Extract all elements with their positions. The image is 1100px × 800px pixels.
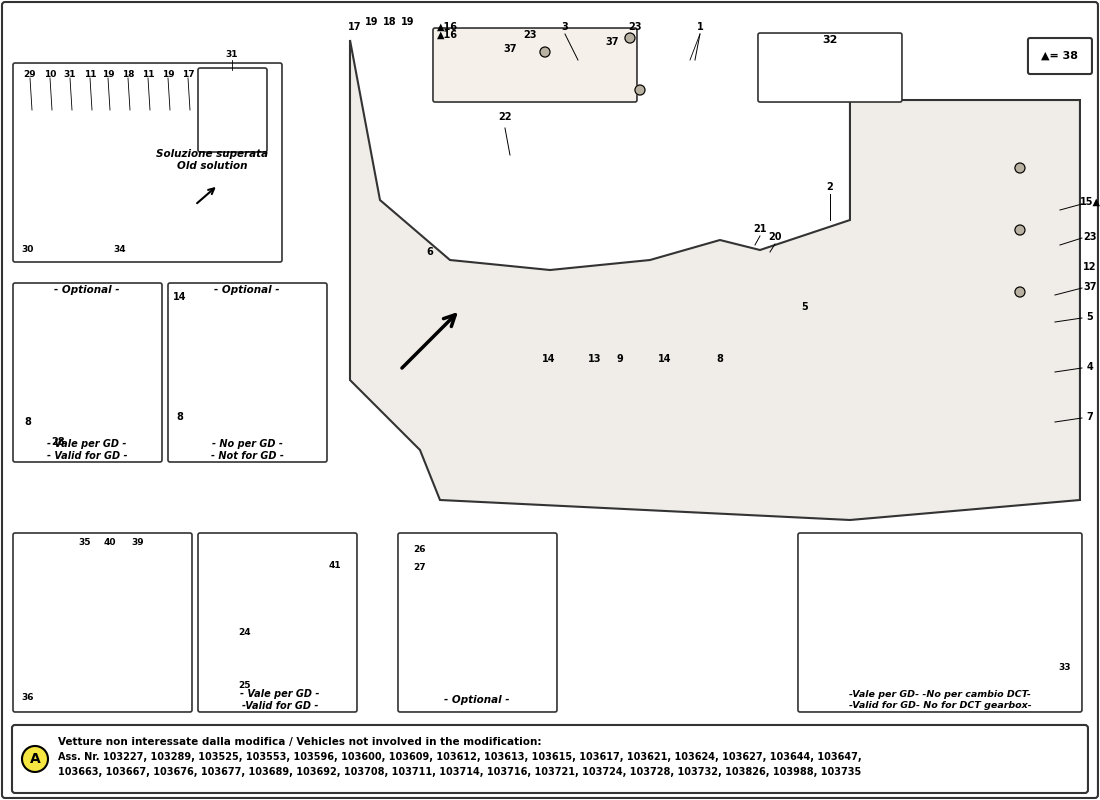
Text: 35: 35 [79, 538, 91, 547]
Text: 7: 7 [1087, 412, 1093, 422]
Text: 23: 23 [628, 22, 641, 32]
Circle shape [625, 33, 635, 43]
Text: 37: 37 [605, 37, 618, 47]
Text: 27: 27 [414, 563, 427, 572]
Text: 24: 24 [239, 628, 251, 637]
Text: 23: 23 [524, 30, 537, 40]
Circle shape [22, 746, 48, 772]
Text: 22: 22 [498, 112, 512, 122]
FancyBboxPatch shape [798, 533, 1082, 712]
Circle shape [1015, 225, 1025, 235]
Text: 17: 17 [349, 22, 362, 32]
Text: 9: 9 [617, 354, 624, 364]
Text: 33: 33 [1058, 663, 1071, 672]
Text: 8: 8 [716, 354, 724, 364]
Text: 5: 5 [802, 302, 808, 312]
Text: 18: 18 [383, 17, 397, 27]
Text: A: A [30, 752, 41, 766]
Text: 36: 36 [22, 693, 34, 702]
Text: 19: 19 [162, 70, 174, 78]
Text: 37: 37 [1084, 282, 1097, 292]
Text: 8: 8 [24, 417, 32, 427]
FancyBboxPatch shape [12, 725, 1088, 793]
Text: 2: 2 [826, 182, 834, 192]
Text: ▲16: ▲16 [437, 30, 458, 40]
Text: 32: 32 [823, 35, 837, 45]
Text: 15▲: 15▲ [1079, 197, 1100, 207]
Text: 23: 23 [1084, 232, 1097, 242]
Circle shape [1015, 163, 1025, 173]
Circle shape [1015, 287, 1025, 297]
FancyBboxPatch shape [1028, 38, 1092, 74]
Text: 28: 28 [52, 437, 65, 447]
FancyBboxPatch shape [13, 533, 192, 712]
Text: 19: 19 [402, 17, 415, 27]
Polygon shape [350, 40, 1080, 520]
Text: 19: 19 [365, 17, 378, 27]
Text: 20: 20 [768, 232, 782, 242]
Text: 29: 29 [24, 70, 36, 78]
Text: 34: 34 [113, 245, 127, 254]
Circle shape [540, 47, 550, 57]
Text: 103663, 103667, 103676, 103677, 103689, 103692, 103708, 103711, 103714, 103716, : 103663, 103667, 103676, 103677, 103689, … [58, 767, 861, 777]
Circle shape [635, 85, 645, 95]
Text: 19: 19 [101, 70, 114, 78]
Text: 41: 41 [329, 561, 341, 570]
Text: 1: 1 [696, 22, 703, 32]
Text: 25: 25 [239, 681, 251, 690]
Text: 11: 11 [142, 70, 154, 78]
FancyBboxPatch shape [398, 533, 557, 712]
Text: - Optional -: - Optional - [214, 285, 279, 295]
Text: 31: 31 [64, 70, 76, 78]
Text: 5: 5 [1087, 312, 1093, 322]
Text: ▲= 38: ▲= 38 [1042, 51, 1078, 61]
Text: - Vale per GD -
- Valid for GD -: - Vale per GD - - Valid for GD - [46, 439, 128, 461]
Text: Ass. Nr. 103227, 103289, 103525, 103553, 103596, 103600, 103609, 103612, 103613,: Ass. Nr. 103227, 103289, 103525, 103553,… [58, 752, 861, 762]
Text: Soluzione superata
Old solution: Soluzione superata Old solution [156, 150, 268, 171]
FancyBboxPatch shape [13, 283, 162, 462]
Text: 8: 8 [177, 412, 184, 422]
Text: 14: 14 [542, 354, 556, 364]
Text: - Vale per GD -
-Valid for GD -: - Vale per GD - -Valid for GD - [240, 689, 320, 710]
Text: 11: 11 [84, 70, 96, 78]
Text: 12: 12 [1084, 262, 1097, 272]
Text: - Optional -: - Optional - [444, 695, 509, 705]
Text: 14: 14 [658, 354, 672, 364]
FancyBboxPatch shape [433, 28, 637, 102]
Text: 18: 18 [122, 70, 134, 78]
FancyBboxPatch shape [198, 68, 267, 152]
Text: 30: 30 [22, 245, 34, 254]
Text: 4: 4 [1087, 362, 1093, 372]
Text: Vetture non interessate dalla modifica / Vehicles not involved in the modificati: Vetture non interessate dalla modifica /… [58, 737, 541, 747]
Text: 3: 3 [562, 22, 569, 32]
Text: 6: 6 [427, 247, 433, 257]
FancyBboxPatch shape [758, 33, 902, 102]
Text: 26: 26 [414, 545, 426, 554]
Text: 37: 37 [503, 44, 517, 54]
Text: 21: 21 [754, 224, 767, 234]
Text: - Optional -: - Optional - [54, 285, 120, 295]
Text: -Vale per GD- -No per cambio DCT-
-Valid for GD- No for DCT gearbox-: -Vale per GD- -No per cambio DCT- -Valid… [848, 690, 1032, 710]
Text: 13: 13 [588, 354, 602, 364]
Text: - No per GD -
- Not for GD -: - No per GD - - Not for GD - [210, 439, 284, 461]
Text: 31: 31 [226, 50, 239, 59]
FancyBboxPatch shape [168, 283, 327, 462]
Text: 40: 40 [103, 538, 117, 547]
Text: 14: 14 [173, 292, 187, 302]
Text: automoti
parts: automoti parts [365, 296, 735, 445]
Text: 39: 39 [132, 538, 144, 547]
Text: 17: 17 [182, 70, 195, 78]
Text: 10: 10 [44, 70, 56, 78]
Text: ▲16: ▲16 [437, 22, 458, 32]
FancyBboxPatch shape [198, 533, 358, 712]
FancyBboxPatch shape [13, 63, 282, 262]
